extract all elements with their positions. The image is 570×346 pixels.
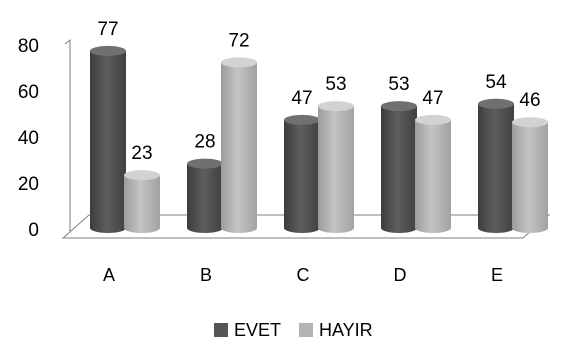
bar [124,170,160,233]
y-axis-line [64,38,71,232]
bar-body [124,175,160,233]
bar-body [187,163,223,233]
bar-top [90,45,126,56]
bar-top [512,117,548,128]
data-label: 28 [194,132,215,153]
bar [284,114,320,233]
data-label: 53 [325,74,346,95]
x-tick-label: E [491,265,503,285]
bar-body [318,106,354,233]
bar-top [187,158,223,169]
chart-floor [61,214,551,239]
bar-body [512,122,548,233]
bar-top [415,114,451,125]
legend-label-evet: EVET [234,320,281,340]
bar-top [124,170,160,181]
bar-body [381,106,417,233]
x-tick-label: D [394,265,407,285]
bar-body [478,103,514,233]
y-tick-label: 80 [18,36,39,57]
legend-swatch-hayir [299,323,313,337]
plot-frame [61,38,551,239]
data-label: 54 [485,72,507,93]
bar-top [221,57,257,68]
x-tick-label: B [200,265,212,285]
bar [381,101,417,233]
data-label: 47 [291,88,312,109]
data-label: 47 [422,88,443,109]
bar [187,158,223,233]
bar-top [381,101,417,112]
y-tick-label: 60 [18,82,39,103]
data-label: 23 [131,143,152,164]
x-tick-label: C [297,265,310,285]
legend-swatch-evet [214,323,228,337]
data-label: 46 [519,90,540,111]
y-tick-label: 0 [28,220,39,241]
data-labels: 77 23 28 72 47 53 53 47 54 46 [97,19,540,164]
bar-top [478,98,514,109]
bar [90,45,126,234]
bar-body [221,62,257,234]
legend: EVET HAYIR [214,320,373,340]
data-label: 72 [228,30,249,51]
bar-top [318,101,354,112]
bar-top [284,114,320,125]
bar [415,114,451,233]
bar [512,117,548,233]
bar-body [284,119,320,233]
bar [318,101,354,233]
data-label: 53 [388,74,409,95]
bars [90,45,548,234]
x-axis-ticks: A B C D E [103,265,503,285]
y-axis-ticks: 0 20 40 60 80 [18,36,39,241]
bar [221,57,257,234]
y-tick-label: 20 [18,174,39,195]
bar-body [415,119,451,233]
data-label: 77 [97,19,118,40]
bar [478,98,514,233]
legend-label-hayir: HAYIR [319,320,373,340]
bar-body [90,50,126,234]
x-tick-label: A [103,265,115,285]
y-tick-label: 40 [18,128,39,149]
